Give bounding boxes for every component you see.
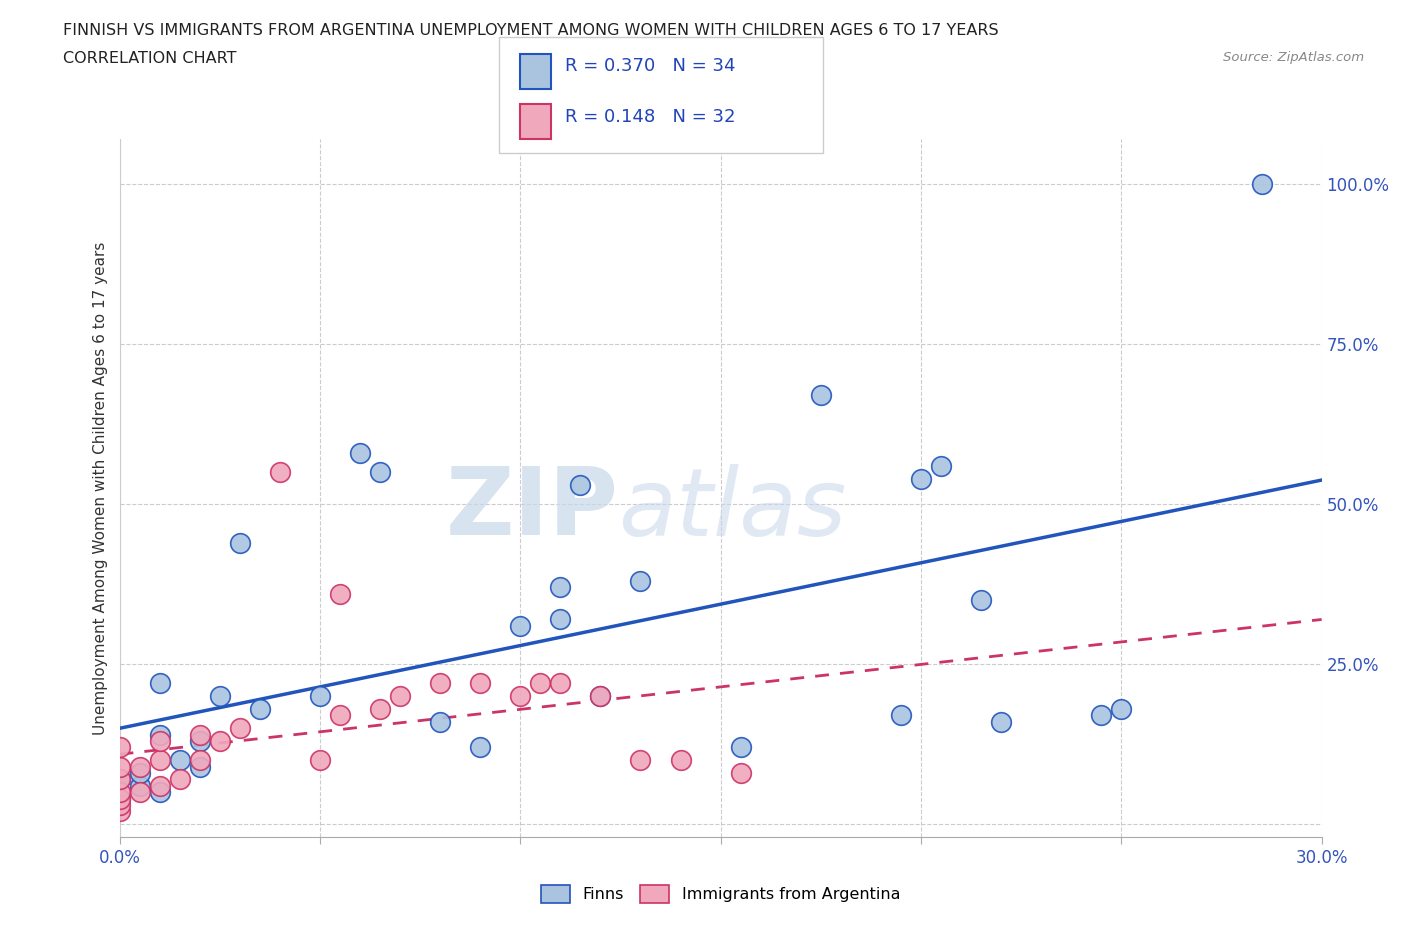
Point [970, 592, 993, 607]
Point [910, 472, 932, 486]
Point [309, 689, 332, 704]
Point [188, 759, 211, 774]
Point [149, 778, 172, 793]
Point [188, 727, 211, 742]
Point [730, 765, 752, 780]
Point [509, 689, 531, 704]
Point [630, 752, 652, 767]
Point [368, 701, 391, 716]
Point [188, 734, 211, 749]
Point [228, 535, 252, 550]
Point [349, 445, 371, 460]
Point [108, 785, 131, 800]
Point [108, 759, 131, 774]
Point [630, 574, 652, 589]
Point [329, 587, 352, 602]
Point [108, 772, 131, 787]
Point [589, 689, 612, 704]
Point [368, 465, 391, 480]
Point [108, 804, 131, 818]
Point [128, 785, 150, 800]
Point [249, 701, 271, 716]
Point [208, 689, 231, 704]
Point [329, 708, 352, 723]
Point [509, 618, 531, 633]
Point [550, 580, 572, 595]
Point [128, 759, 150, 774]
Point [169, 772, 191, 787]
Text: CORRELATION CHART: CORRELATION CHART [63, 51, 236, 66]
Point [990, 714, 1012, 729]
Point [569, 478, 592, 493]
Point [188, 752, 211, 767]
Point [128, 778, 150, 793]
Point [589, 689, 612, 704]
Point [550, 676, 572, 691]
Point [108, 798, 131, 813]
Point [108, 772, 131, 787]
Point [388, 689, 412, 704]
Point [1090, 708, 1112, 723]
Text: FINNISH VS IMMIGRANTS FROM ARGENTINA UNEMPLOYMENT AMONG WOMEN WITH CHILDREN AGES: FINNISH VS IMMIGRANTS FROM ARGENTINA UNE… [63, 23, 998, 38]
Point [429, 676, 451, 691]
Point [208, 734, 231, 749]
Point [890, 708, 912, 723]
Text: ZIP: ZIP [446, 463, 619, 555]
Point [108, 791, 131, 806]
Point [149, 734, 172, 749]
Point [429, 714, 451, 729]
Point [169, 752, 191, 767]
Point [269, 465, 291, 480]
Point [309, 752, 332, 767]
Text: atlas: atlas [619, 464, 846, 554]
Point [149, 727, 172, 742]
Point [149, 676, 172, 691]
Point [1111, 701, 1133, 716]
Point [108, 791, 131, 806]
Point [228, 721, 252, 736]
Point [468, 676, 492, 691]
Point [128, 765, 150, 780]
Point [149, 752, 172, 767]
Point [1250, 177, 1272, 192]
Point [529, 676, 551, 691]
Point [149, 785, 172, 800]
Legend: Finns, Immigrants from Argentina: Finns, Immigrants from Argentina [534, 879, 907, 910]
Point [810, 388, 832, 403]
Point [730, 740, 752, 755]
Point [669, 752, 692, 767]
Text: R = 0.148   N = 32: R = 0.148 N = 32 [565, 108, 735, 126]
Text: Source: ZipAtlas.com: Source: ZipAtlas.com [1223, 51, 1364, 64]
Point [108, 740, 131, 755]
Point [929, 458, 952, 473]
Point [468, 740, 492, 755]
Y-axis label: Unemployment Among Women with Children Ages 6 to 17 years: Unemployment Among Women with Children A… [93, 242, 108, 735]
Text: R = 0.370   N = 34: R = 0.370 N = 34 [565, 58, 735, 75]
Point [550, 612, 572, 627]
